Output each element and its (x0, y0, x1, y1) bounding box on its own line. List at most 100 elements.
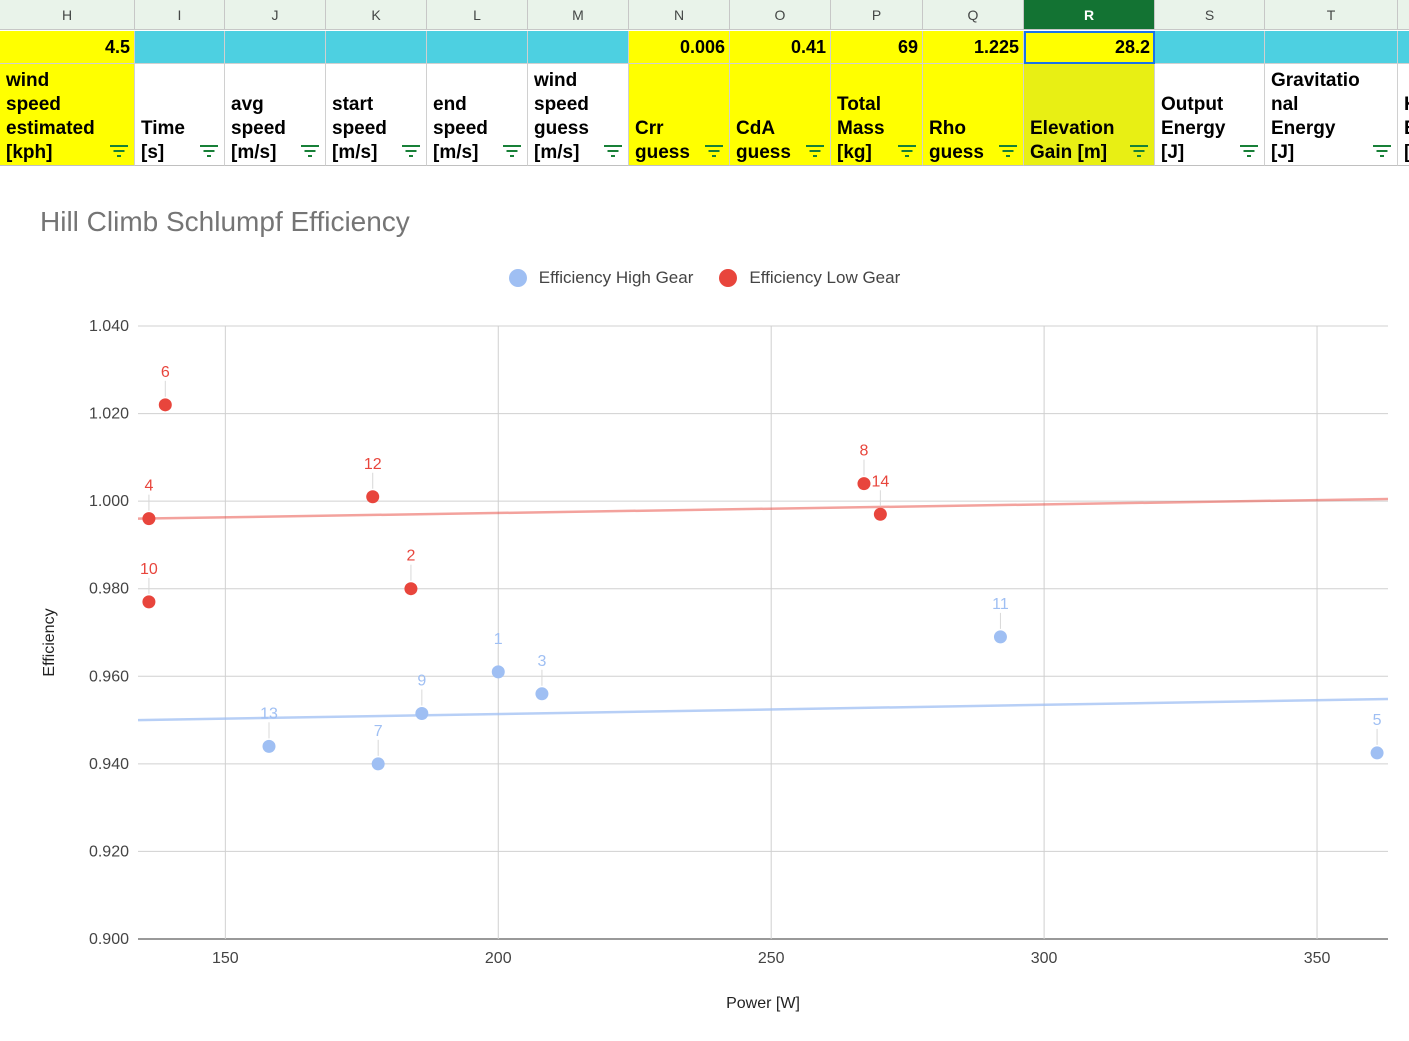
data-label-low-gear: 8 (860, 443, 869, 460)
filter-icon[interactable] (503, 145, 521, 157)
data-label-high-gear: 11 (992, 596, 1009, 613)
data-point-low-gear (142, 512, 156, 526)
x-tick-label: 350 (1304, 950, 1331, 967)
header-cell-t[interactable]: Gravitatio nal Energy [J] (1265, 64, 1398, 166)
cell-value-s[interactable] (1155, 31, 1265, 64)
trendline-high-gear (137, 697, 1389, 722)
data-label-low-gear: 10 (140, 561, 158, 578)
legend-marker-low-gear (719, 269, 738, 287)
data-point-low-gear (857, 477, 871, 491)
header-cell-q[interactable]: Rho guess (923, 64, 1024, 166)
legend-item-high-gear[interactable]: Efficiency High Gear (508, 268, 693, 288)
header-cell-j[interactable]: avg speed [m/s] (225, 64, 326, 166)
filter-icon[interactable] (806, 145, 824, 157)
header-label: Crr guess (635, 118, 690, 163)
y-axis-title: Efficiency (41, 608, 58, 676)
y-tick-label: 0.940 (89, 756, 129, 773)
cell-value-q[interactable]: 1.225 (923, 31, 1024, 64)
chart-legend: Efficiency High Gear Efficiency Low Gear (0, 268, 1409, 288)
y-tick-label: 0.900 (89, 931, 129, 948)
filter-icon[interactable] (604, 145, 622, 157)
filter-icon[interactable] (301, 145, 319, 157)
column-header-n[interactable]: N (629, 0, 730, 30)
header-label: Total Mass [kg] (837, 94, 885, 163)
header-label: Gravitatio nal Energy [J] (1271, 70, 1360, 163)
data-point-low-gear (142, 595, 156, 609)
header-cell-s[interactable]: Output Energy [J] (1155, 64, 1265, 166)
header-label: wind speed guess [m/s] (534, 70, 589, 163)
data-point-low-gear (873, 507, 887, 521)
parameter-row: 4.5 0.006 0.41 69 1.225 28.2 (0, 31, 1409, 64)
header-label: CdA guess (736, 118, 791, 163)
column-header-s[interactable]: S (1155, 0, 1265, 30)
cell-value-p[interactable]: 69 (831, 31, 923, 64)
column-header-i[interactable]: I (135, 0, 225, 30)
header-cell-h[interactable]: wind speed estimated [kph] (0, 64, 135, 166)
header-cell-o[interactable]: CdA guess (730, 64, 831, 166)
column-header-t[interactable]: T (1265, 0, 1398, 30)
cell-value-k[interactable] (326, 31, 427, 64)
column-header-h[interactable]: H (0, 0, 135, 30)
x-tick-label: 150 (212, 950, 239, 967)
data-label-high-gear: 3 (537, 653, 546, 670)
column-header-o[interactable]: O (730, 0, 831, 30)
column-header-l[interactable]: L (427, 0, 528, 30)
cell-value-n[interactable]: 0.006 (629, 31, 730, 64)
header-cell-k[interactable]: start speed [m/s] (326, 64, 427, 166)
y-tick-label: 0.960 (89, 668, 129, 685)
filter-icon[interactable] (999, 145, 1017, 157)
header-cell-m[interactable]: wind speed guess [m/s] (528, 64, 629, 166)
filter-icon[interactable] (898, 145, 916, 157)
column-header-k[interactable]: K (326, 0, 427, 30)
header-cell-l[interactable]: end speed [m/s] (427, 64, 528, 166)
column-header-next[interactable] (1398, 0, 1409, 30)
header-cell-p[interactable]: Total Mass [kg] (831, 64, 923, 166)
column-header-m[interactable]: M (528, 0, 629, 30)
data-label-low-gear: 14 (871, 473, 889, 490)
header-label: Time [s] (141, 118, 186, 163)
filter-icon[interactable] (110, 145, 128, 157)
cell-value-l[interactable] (427, 31, 528, 64)
y-tick-label: 0.920 (89, 843, 129, 860)
filter-icon[interactable] (1240, 145, 1258, 157)
data-point-high-gear (371, 757, 385, 771)
data-point-low-gear (366, 490, 380, 504)
data-point-high-gear (415, 707, 429, 721)
header-cell-next[interactable]: K E [ (1398, 64, 1409, 166)
column-header-j[interactable]: J (225, 0, 326, 30)
cell-value-t[interactable] (1265, 31, 1398, 64)
y-tick-label: 0.980 (89, 581, 129, 598)
filter-icon[interactable] (705, 145, 723, 157)
y-tick-label: 1.000 (89, 493, 129, 510)
filter-icon[interactable] (1373, 145, 1391, 157)
cell-value-i[interactable] (135, 31, 225, 64)
header-cell-i[interactable]: Time [s] (135, 64, 225, 166)
cell-value-j[interactable] (225, 31, 326, 64)
column-header-r[interactable]: R (1024, 0, 1155, 30)
column-header-q[interactable]: Q (923, 0, 1024, 30)
header-label: Elevation Gain [m] (1030, 118, 1115, 163)
header-label: avg speed [m/s] (231, 94, 286, 163)
cell-value-o[interactable]: 0.41 (730, 31, 831, 64)
data-label-high-gear: 1 (494, 631, 503, 648)
data-point-low-gear (404, 582, 418, 596)
filter-icon[interactable] (1130, 145, 1148, 157)
cell-value-h[interactable]: 4.5 (0, 31, 135, 64)
column-header-p[interactable]: P (831, 0, 923, 30)
data-label-high-gear: 5 (1373, 712, 1382, 729)
cell-value-next[interactable] (1398, 31, 1409, 64)
cell-value-m[interactable] (528, 31, 629, 64)
y-tick-label: 1.040 (89, 318, 129, 335)
data-label-high-gear: 9 (417, 673, 426, 690)
data-point-high-gear (1370, 746, 1384, 760)
filter-icon[interactable] (402, 145, 420, 157)
trendline-low-gear (137, 497, 1389, 520)
header-cell-n[interactable]: Crr guess (629, 64, 730, 166)
x-tick-label: 300 (1031, 950, 1058, 967)
header-cell-r[interactable]: Elevation Gain [m] (1024, 64, 1155, 166)
cell-value-r[interactable]: 28.2 (1024, 31, 1155, 64)
legend-item-low-gear[interactable]: Efficiency Low Gear (719, 268, 900, 288)
filter-icon[interactable] (200, 145, 218, 157)
legend-label-low-gear: Efficiency Low Gear (749, 268, 901, 287)
